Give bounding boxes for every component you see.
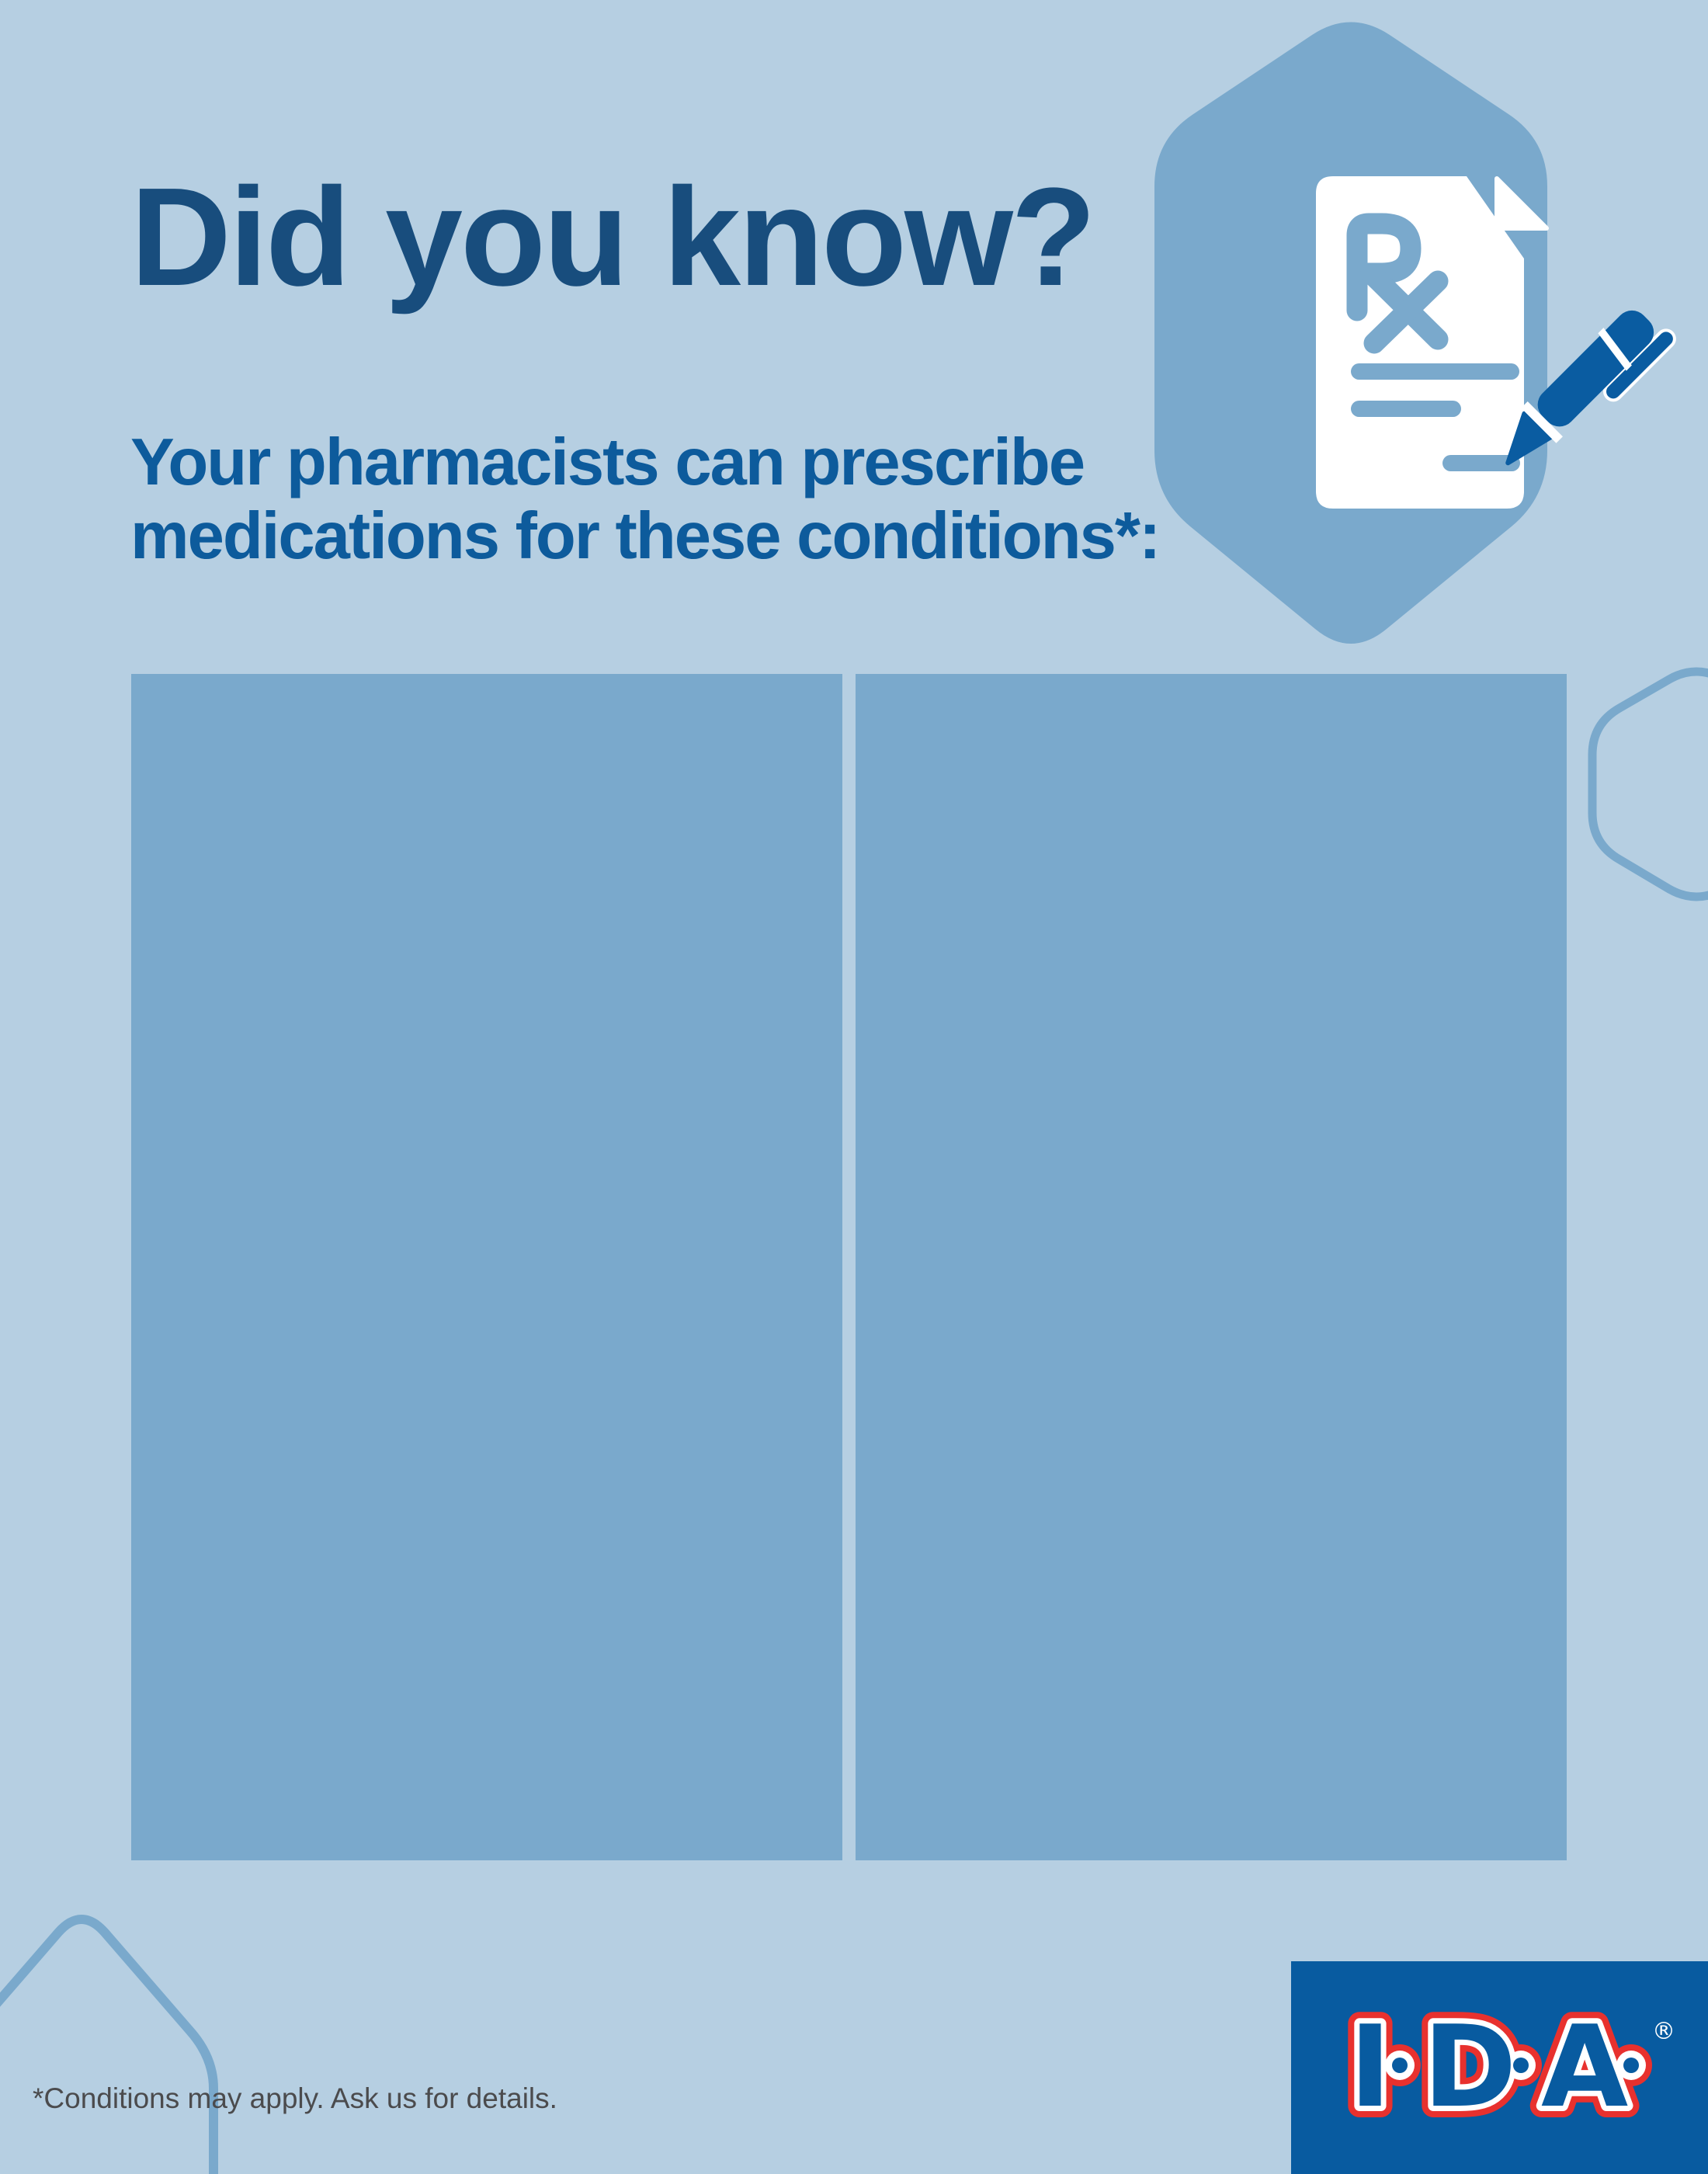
brand-logo-box: I D A I D A I D A: [1291, 1961, 1708, 2174]
left-content-panel: [131, 674, 842, 1860]
document-fold-corner: [1494, 176, 1549, 231]
footnote-text: *Conditions may apply. Ask us for detail…: [33, 2082, 557, 2114]
prescription-document-icon: [1316, 176, 1676, 509]
document-text-bar: [1351, 401, 1461, 417]
hexagon-outline-icon: [1588, 667, 1708, 901]
page-subtitle: Your pharmacists can prescribe medicatio…: [130, 425, 1161, 573]
ida-letter-inner: D: [1423, 2002, 1516, 2133]
ida-logo: I D A I D A I D A: [1338, 1990, 1675, 2144]
ida-dot: [1392, 2058, 1408, 2073]
pen-icon: [1505, 310, 1676, 466]
right-content-panel: [856, 674, 1567, 1860]
ida-letter: I: [1349, 2002, 1391, 2133]
ida-dot: [1513, 2058, 1529, 2073]
ida-dot: [1623, 2058, 1639, 2073]
page-title: Did you know?: [130, 159, 1096, 315]
subtitle-line-1: Your pharmacists can prescribe: [130, 425, 1085, 499]
ida-letter: A: [1541, 2002, 1628, 2133]
subtitle-line-2: medications for these conditions*:: [130, 499, 1161, 573]
registered-trademark-symbol: ®: [1652, 2018, 1675, 2045]
hexagon-outline-icon: [0, 1915, 218, 2174]
ida-letter-inner: I: [1349, 2002, 1391, 2133]
ida-letter: D: [1423, 2002, 1516, 2133]
rx-symbol-icon: [1346, 213, 1449, 354]
document-text-bar: [1351, 363, 1519, 380]
document-signature-bar: [1442, 455, 1520, 471]
document-page: [1316, 176, 1524, 509]
